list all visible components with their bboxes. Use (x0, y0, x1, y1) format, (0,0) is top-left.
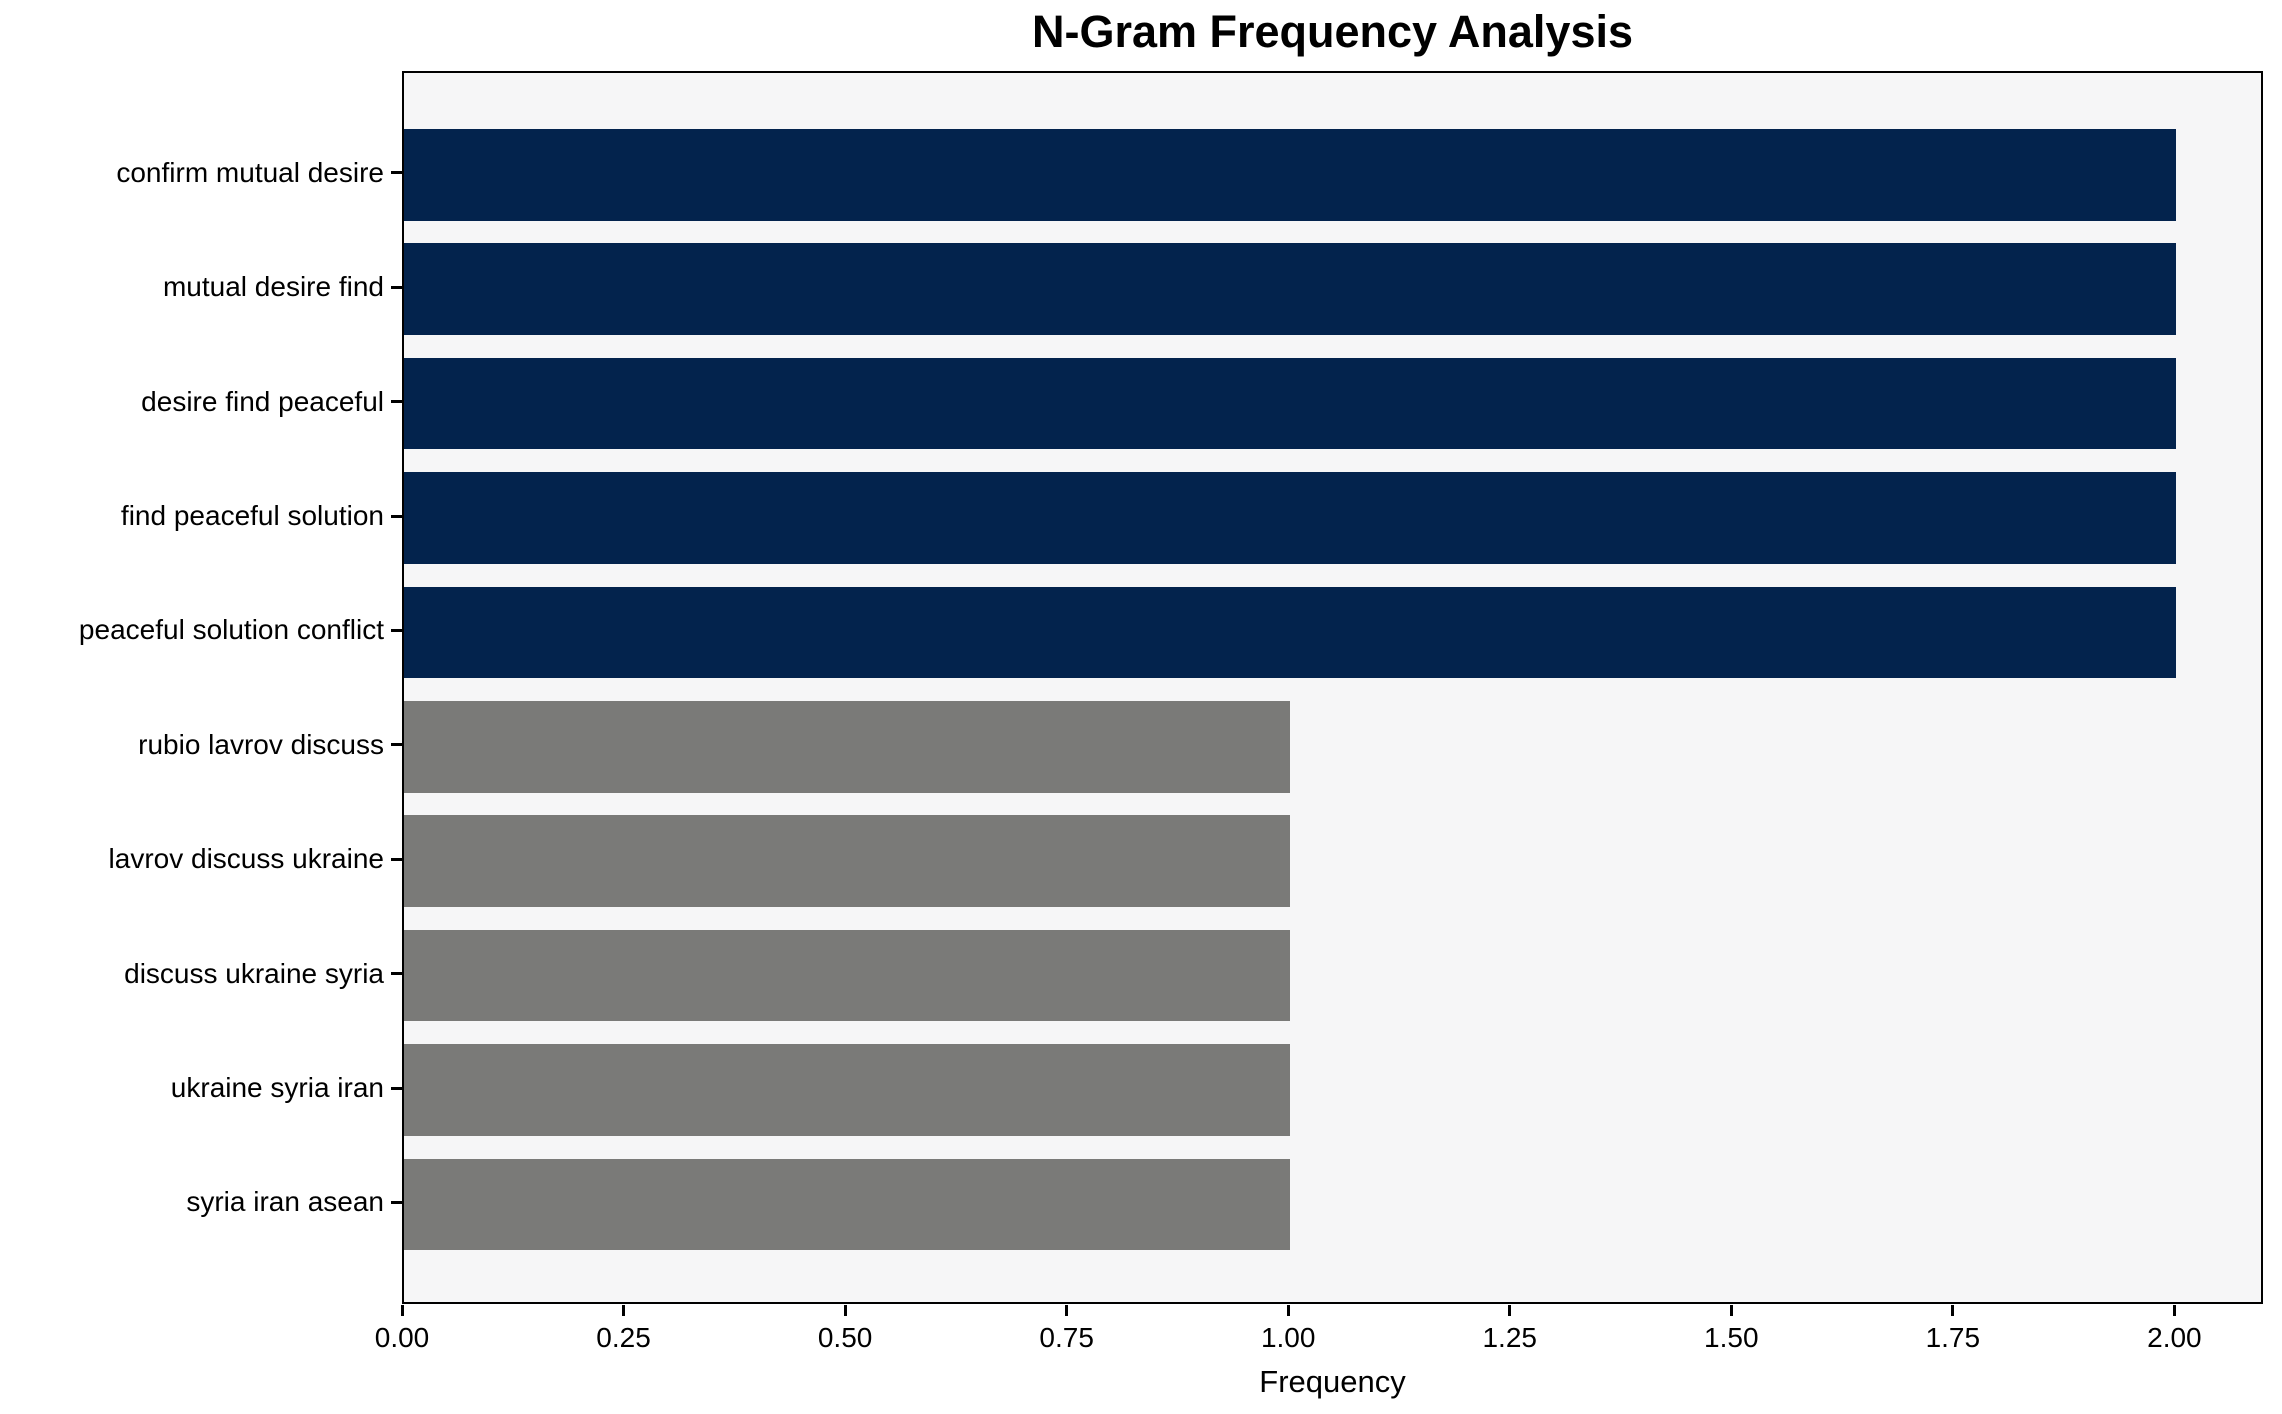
y-tick-mark (391, 171, 402, 175)
bar (404, 929, 1291, 1022)
x-tick-mark (1508, 1305, 1512, 1316)
x-tick-mark (1729, 1305, 1733, 1316)
x-tick-mark (843, 1305, 847, 1316)
x-tick-mark (400, 1305, 404, 1316)
y-tick-label: lavrov discuss ukraine (108, 843, 384, 875)
x-tick-mark (1065, 1305, 1069, 1316)
x-axis-label: Frequency (1259, 1364, 1406, 1399)
y-tick-label: ukraine syria iran (170, 1072, 384, 1103)
x-tick-label: 0.00 (374, 1322, 430, 1353)
x-tick-mark (1951, 1305, 1955, 1316)
bar (404, 243, 2177, 335)
bar (404, 357, 2177, 450)
x-tick-label: 1.25 (1482, 1322, 1537, 1353)
y-tick-mark (391, 514, 402, 518)
plot-area (402, 71, 2263, 1304)
y-tick-mark (391, 400, 402, 404)
x-tick-mark (2172, 1305, 2176, 1316)
y-tick-mark (391, 972, 402, 976)
bar (404, 815, 1291, 907)
y-tick-label: discuss ukraine syria (124, 957, 384, 989)
bar (404, 472, 2177, 564)
y-tick-mark (391, 857, 402, 861)
y-tick-label: desire find peaceful (141, 385, 384, 417)
x-tick-label: 0.25 (596, 1322, 651, 1353)
y-tick-label: mutual desire find (162, 271, 384, 303)
y-tick-label: syria iran asean (186, 1186, 384, 1218)
x-tick-mark (1286, 1305, 1290, 1316)
bar (404, 701, 1291, 793)
x-tick-label: 0.50 (817, 1322, 873, 1353)
y-tick-label: rubio lavrov discuss (138, 728, 384, 760)
y-tick-label: peaceful solution conflict (78, 614, 384, 646)
y-tick-mark (391, 285, 402, 289)
bar (404, 1044, 1291, 1136)
x-tick-label: 1.75 (1925, 1322, 1981, 1353)
bar (404, 129, 2177, 221)
x-tick-mark (622, 1305, 626, 1316)
y-tick-label: find peaceful solution (120, 500, 384, 531)
x-tick-label: 2.00 (2147, 1322, 2202, 1353)
x-tick-label: 0.75 (1039, 1322, 1094, 1353)
bar (404, 1158, 1291, 1251)
x-tick-label: 1.00 (1260, 1322, 1316, 1353)
chart-title: N-Gram Frequency Analysis (1031, 6, 1634, 57)
y-tick-mark (391, 628, 402, 632)
y-tick-mark (391, 743, 402, 747)
x-tick-label: 1.50 (1704, 1322, 1759, 1353)
y-tick-label: confirm mutual desire (116, 156, 384, 188)
y-tick-mark (391, 1086, 402, 1090)
bar (404, 586, 2177, 679)
y-tick-mark (391, 1200, 402, 1204)
